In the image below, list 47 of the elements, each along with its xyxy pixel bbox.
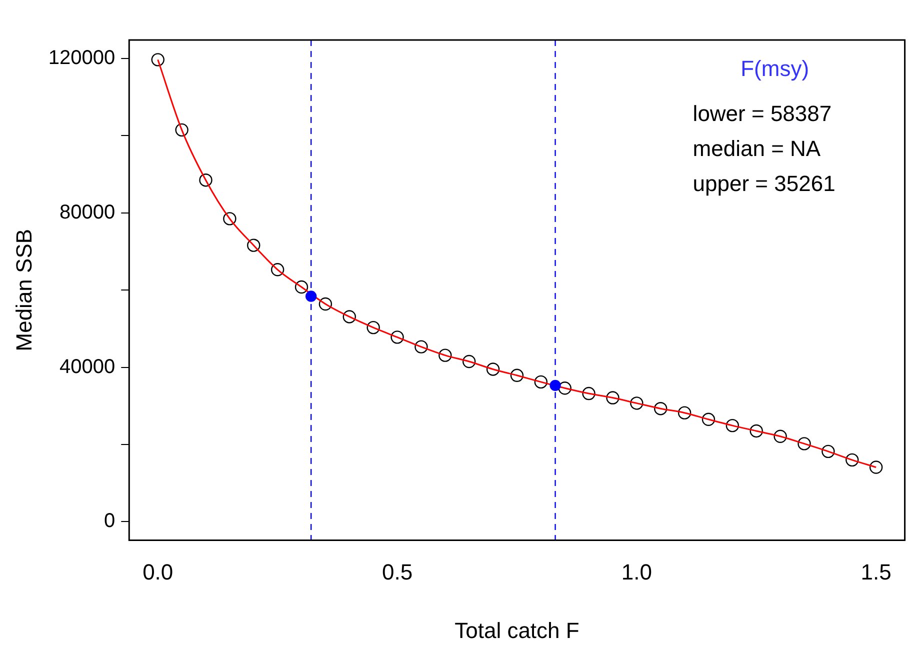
point (750, 424, 763, 438)
point (822, 444, 835, 458)
point (798, 437, 811, 450)
annotation: upper = 35261 (692, 171, 836, 196)
point (247, 238, 260, 252)
point (414, 340, 428, 354)
point (726, 418, 740, 432)
point (342, 310, 356, 324)
x-tick-label: 1.0 (621, 559, 652, 584)
point (582, 386, 596, 400)
y-tick-label: 0 (104, 510, 116, 532)
point (366, 320, 380, 334)
point (438, 348, 452, 362)
point (462, 354, 476, 368)
x-axis-title: Total catch F (454, 618, 580, 643)
x-tick-label: 1.5 (860, 559, 892, 584)
point (390, 330, 404, 344)
annotation: lower = 58387 (692, 101, 832, 126)
y-tick-label: 120000 (48, 47, 116, 70)
point (606, 391, 620, 404)
point (270, 263, 284, 276)
point (654, 402, 668, 416)
x-tick-label: 0.5 (382, 559, 413, 584)
point (318, 297, 332, 311)
point (510, 368, 524, 382)
point (678, 406, 692, 420)
point (199, 174, 212, 187)
point (534, 375, 548, 389)
x-tick-label: 0.0 (142, 559, 174, 584)
point (558, 382, 572, 395)
point (223, 212, 236, 226)
y-tick-label: 40000 (60, 356, 116, 378)
y-tick-label: 80000 (60, 201, 116, 224)
point (846, 453, 859, 467)
point (151, 53, 164, 66)
annotation: median = NA (692, 136, 821, 162)
point (630, 396, 644, 410)
point (294, 280, 308, 294)
point (175, 123, 188, 137)
annotation: F(msy) (740, 56, 810, 82)
point (702, 412, 716, 426)
point (486, 362, 500, 376)
point (550, 380, 561, 392)
y-axis-title: Median SSB (11, 228, 36, 352)
point (305, 290, 317, 302)
point (869, 460, 883, 474)
point (774, 430, 787, 443)
